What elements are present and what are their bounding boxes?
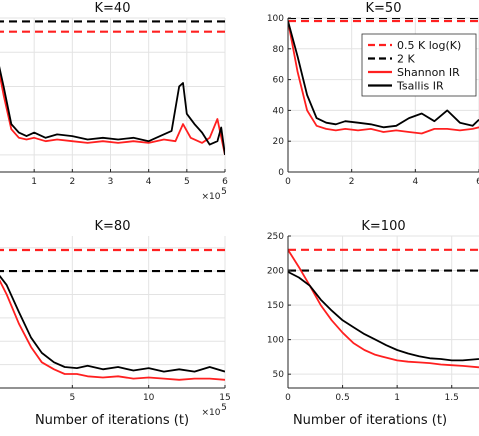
plot-area	[0, 248, 225, 381]
legend-label: 0.5 K log(K)	[397, 39, 461, 52]
chart-title: K=40	[95, 1, 131, 16]
x-tick-label: 1.5	[445, 393, 459, 403]
series-line-4	[0, 274, 225, 373]
x-tick-label: 4	[412, 177, 418, 187]
y-tick-label: 150	[267, 301, 284, 311]
series-line-3	[288, 20, 479, 135]
x-axis-label: Number of iterations (t)	[293, 413, 447, 428]
x-tick-label: 5	[184, 177, 190, 187]
x-tick-label: 1	[31, 177, 37, 187]
chart-title: K=50	[366, 1, 402, 16]
chart-title: K=100	[361, 219, 405, 234]
y-tick-label: 40	[273, 106, 285, 116]
y-tick-label: 20	[273, 137, 285, 147]
x-tick-label: 6	[476, 177, 479, 187]
chart-panel-4: 0 0.5 1 1.5 50 100 150 200 250 K=100 Number of ite…	[267, 219, 479, 428]
legend-label: 2 K	[397, 53, 415, 66]
series-line-3	[0, 71, 225, 156]
series-line-4	[288, 20, 479, 129]
chart-panel-1: 1 2 3 4 5 6K=40×10 5	[0, 1, 228, 202]
x-tick-label: 10	[143, 393, 155, 403]
series-line-4	[288, 271, 479, 362]
x-tick-label: 1	[394, 393, 400, 403]
x-exponent-label: ×10	[202, 192, 221, 202]
legend-label: Tsallis IR	[396, 80, 444, 93]
x-exponent-label: ×10	[202, 408, 221, 418]
x-tick-label: 6	[222, 177, 228, 187]
series-line-3	[288, 249, 479, 369]
plot-area	[288, 18, 479, 135]
x-tick-label: 15	[219, 393, 230, 403]
x-tick-label: 0	[285, 393, 291, 403]
x-exponent-power: 5	[221, 187, 227, 197]
x-tick-label: 2	[69, 177, 75, 187]
x-tick-label: 3	[108, 177, 114, 187]
y-tick-label: 100	[267, 336, 284, 346]
y-tick-label: 250	[267, 232, 284, 242]
series-line-4	[0, 66, 225, 156]
y-tick-label: 60	[273, 76, 285, 86]
y-tick-label: 200	[267, 267, 284, 277]
y-tick-label: 100	[267, 14, 284, 24]
series-line-3	[0, 279, 225, 381]
chart-panel-2: 0246020406080100K=500.5 K log(K)2 KShann…	[267, 1, 479, 187]
legend-label: Shannon IR	[397, 66, 460, 79]
x-axis-label: Number of iterations (t)	[35, 413, 189, 428]
x-tick-label: 0.5	[335, 393, 349, 403]
y-tick-label: 50	[273, 370, 285, 380]
x-tick-label: 4	[146, 177, 152, 187]
y-tick-label: 0	[278, 168, 284, 178]
chart-title: K=80	[95, 219, 131, 234]
x-tick-label: 2	[349, 177, 355, 187]
plot-area	[288, 248, 479, 369]
x-exponent-power: 5	[221, 403, 227, 413]
plot-area	[0, 20, 225, 156]
x-tick-label: 5	[69, 393, 75, 403]
x-tick-label: 0	[285, 177, 291, 187]
y-tick-label: 80	[273, 45, 285, 55]
